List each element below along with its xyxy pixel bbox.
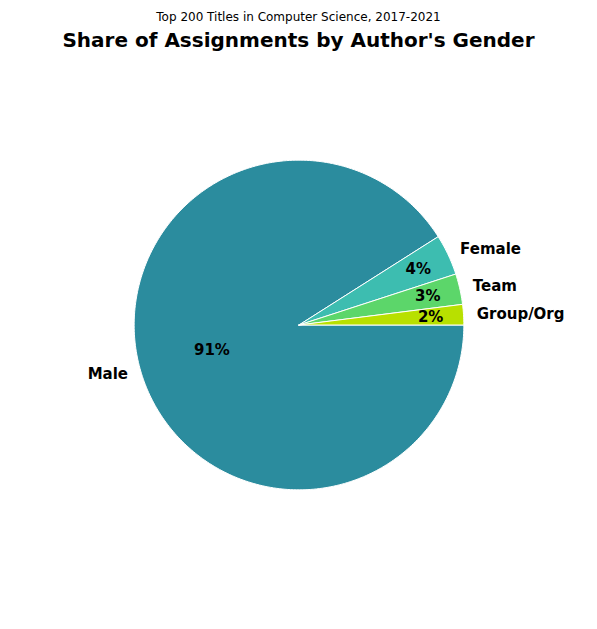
- svg-text:2%: 2%: [418, 308, 443, 326]
- svg-text:4%: 4%: [406, 260, 431, 278]
- html-text:Share of Assignments by Author: Share of Assignments by Author's Gender: [62, 28, 535, 52]
- html-text:Top 200 Titles in Computer Sci: Top 200 Titles in Computer Science, 2017…: [156, 10, 441, 24]
- svg-text:91%: 91%: [194, 341, 230, 359]
- svg-text:3%: 3%: [415, 287, 440, 305]
- svg-text:Female: Female: [460, 240, 521, 258]
- svg-text:Group/Org: Group/Org: [477, 305, 565, 323]
- svg-text:Male: Male: [88, 365, 128, 383]
- svg-text:Team: Team: [473, 277, 517, 295]
